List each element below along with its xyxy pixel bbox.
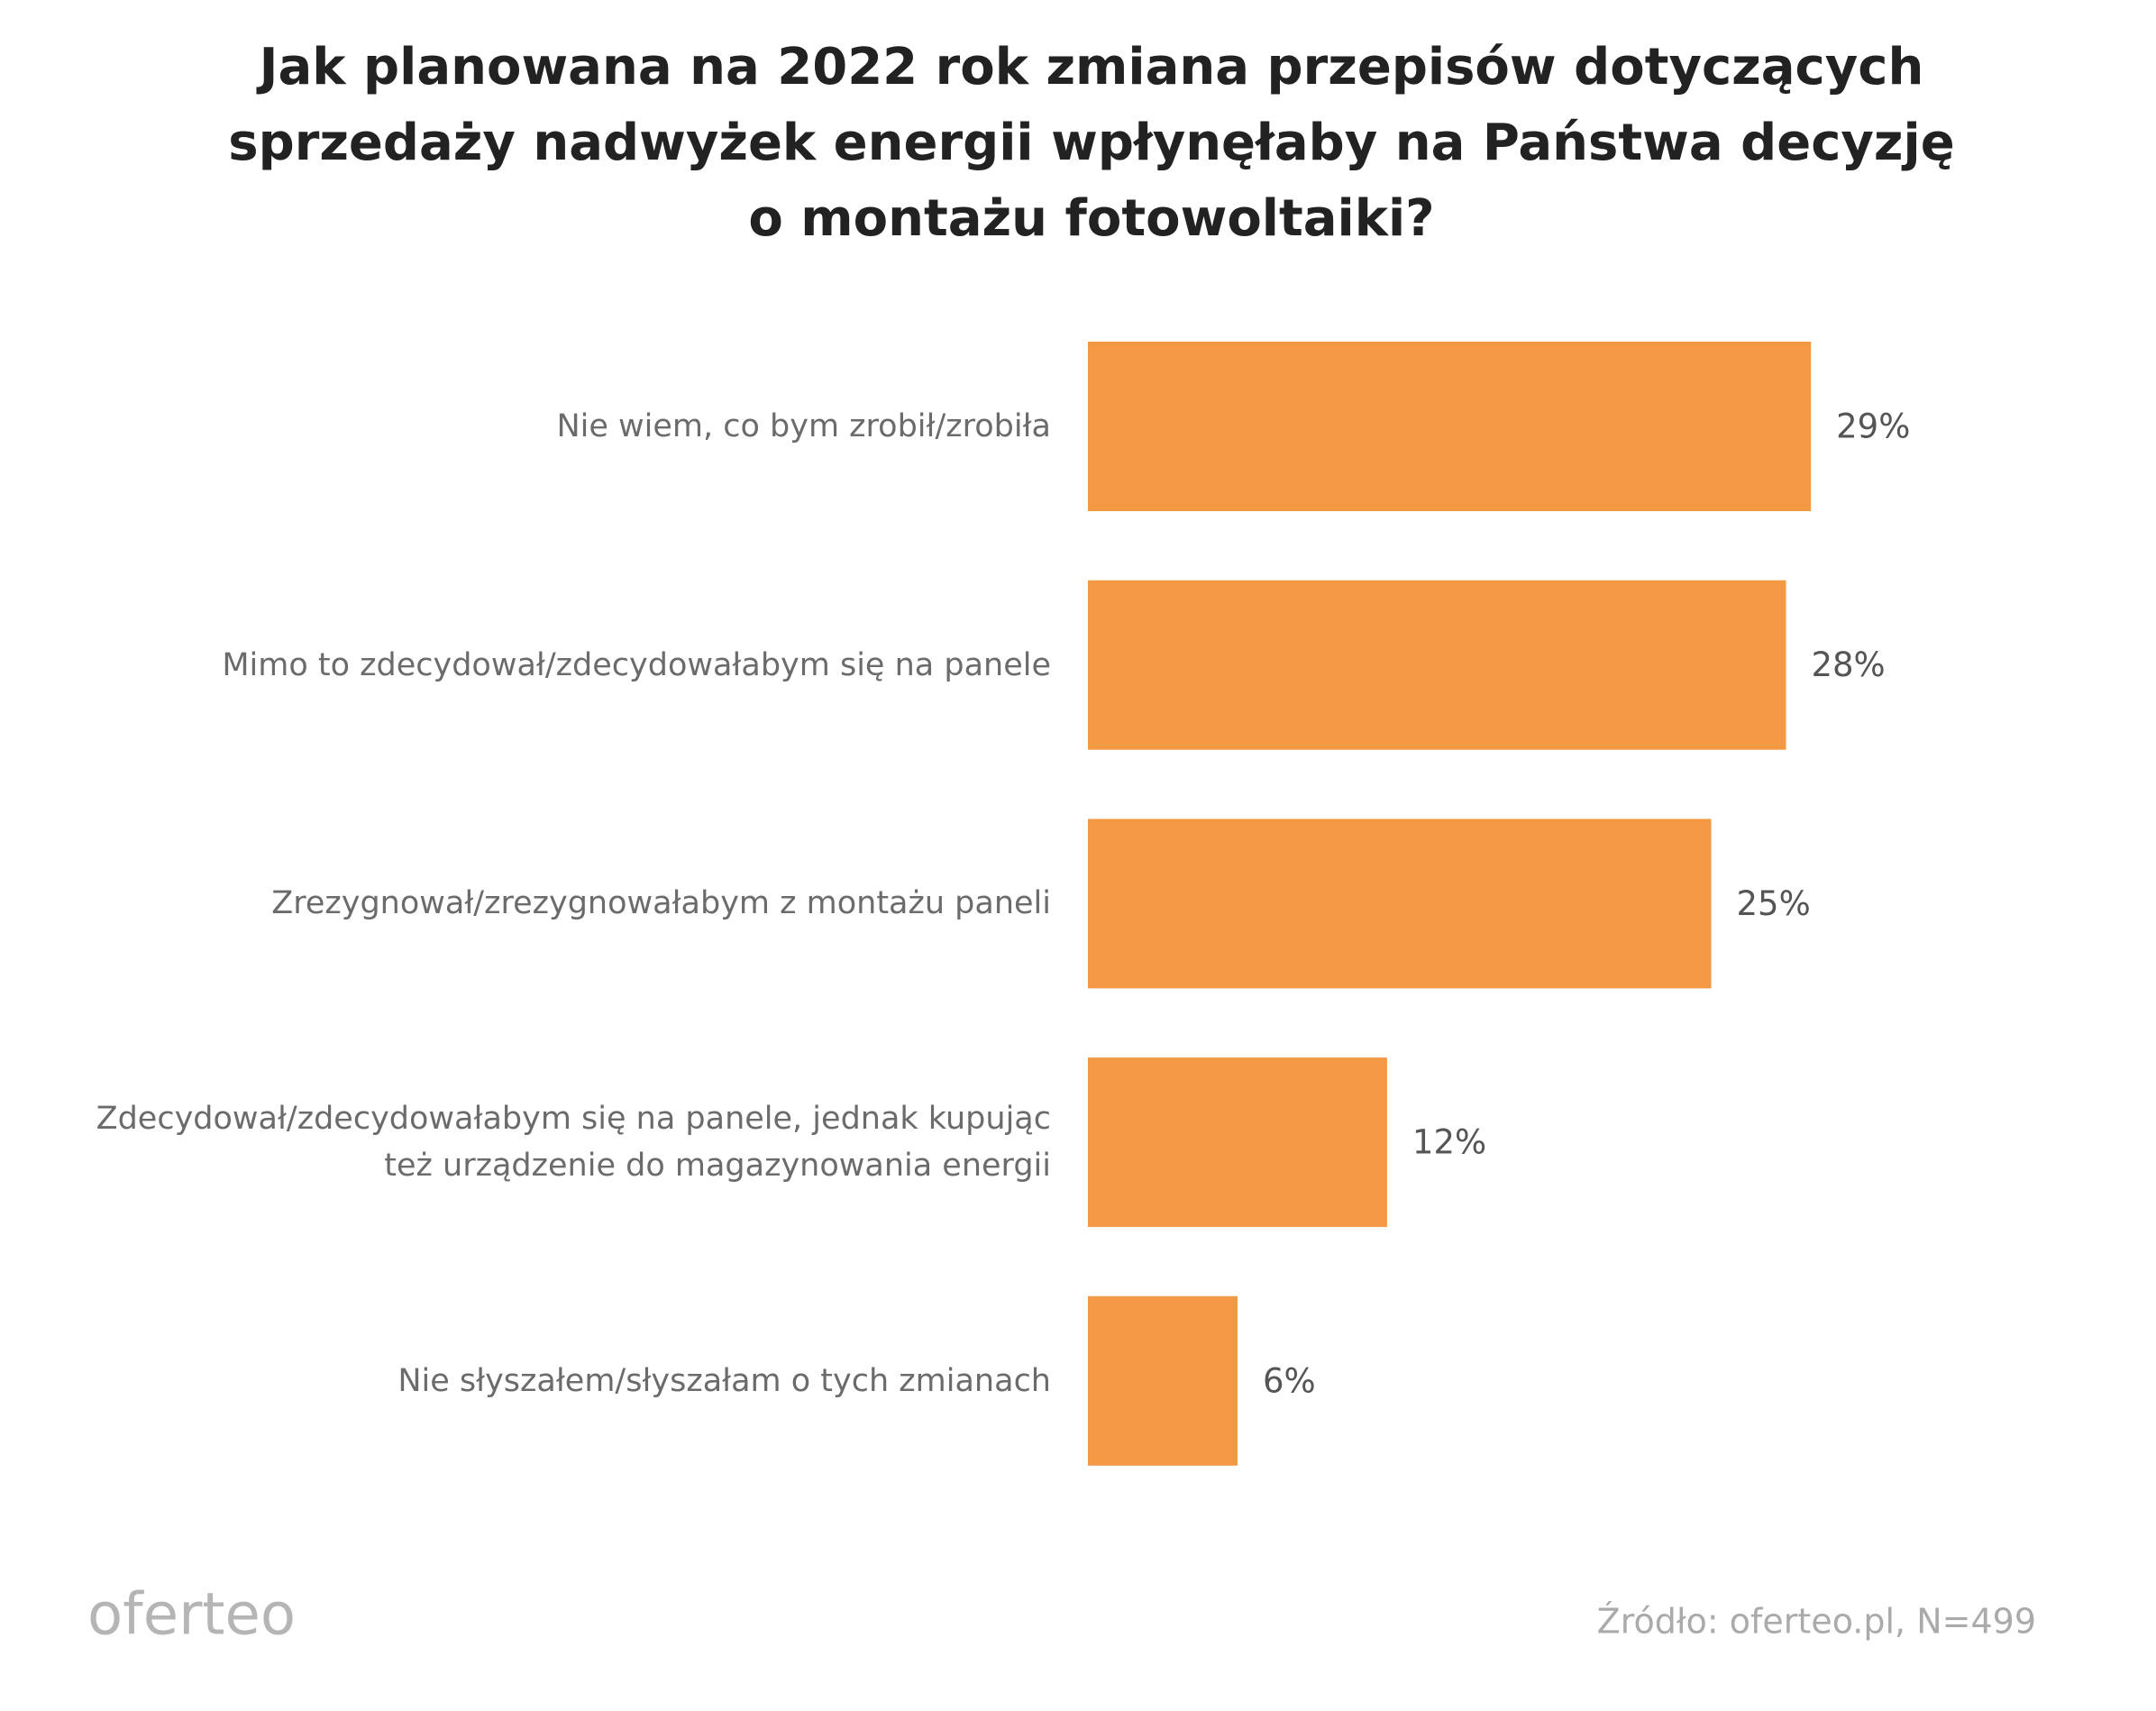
- value-label: 29%: [1836, 407, 1910, 446]
- category-label: Nie wiem, co bym zrobił/zrobiła: [556, 408, 1051, 444]
- source: Źródło: oferteo.pl, N=499: [1597, 1602, 2036, 1642]
- bar: [1088, 580, 1786, 750]
- value-label: 6%: [1263, 1361, 1316, 1400]
- chart-title: sprzedaży nadwyżek energii wpłynęłaby na…: [228, 114, 1954, 172]
- category-label: Mimo to zdecydował/zdecydowałabym się na…: [222, 646, 1051, 683]
- chart-title: Jak planowana na 2022 rok zmiana przepis…: [256, 38, 1924, 96]
- category-label: Zdecydował/zdecydowałabym się na panele,…: [96, 1101, 1051, 1185]
- bar: [1088, 819, 1712, 989]
- bar: [1088, 342, 1812, 511]
- category-label: Nie słyszałem/słyszałam o tych zmianach: [397, 1362, 1051, 1399]
- bar: [1088, 1295, 1238, 1466]
- chart-title: o montażu fotowoltaiki?: [748, 189, 1434, 248]
- value-label: 25%: [1737, 884, 1811, 923]
- value-label: 28%: [1811, 645, 1885, 684]
- value-label: 12%: [1412, 1123, 1486, 1162]
- category-label: Zrezygnował/zrezygnowałabym z montażu pa…: [271, 885, 1051, 922]
- bar: [1088, 1057, 1387, 1228]
- logo: oferteo: [87, 1582, 296, 1649]
